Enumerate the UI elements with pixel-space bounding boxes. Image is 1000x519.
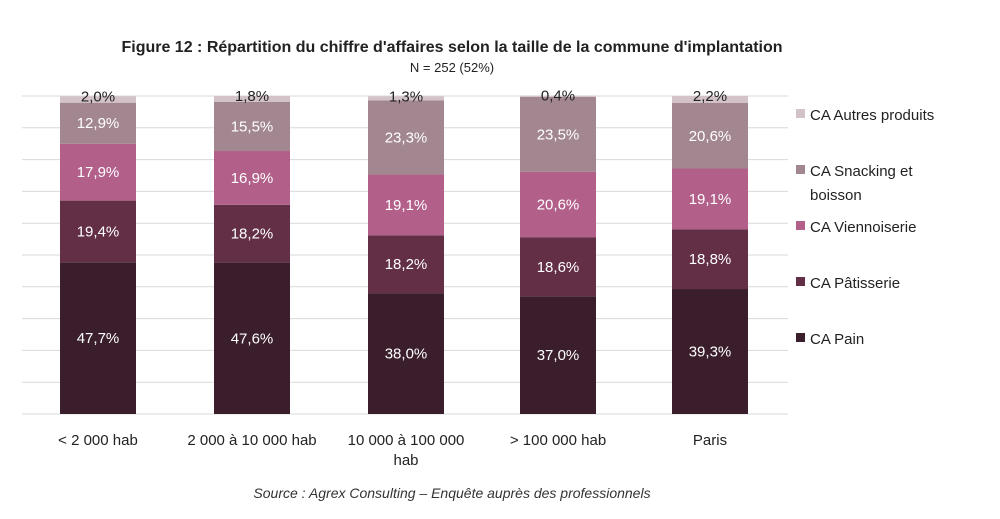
bar-segment: [672, 289, 748, 414]
data-label: 17,9%: [77, 164, 120, 181]
bar-segment: [60, 200, 136, 263]
bar-segment: [60, 143, 136, 201]
legend-swatch: [796, 221, 805, 230]
data-label: 18,2%: [231, 226, 274, 243]
data-label: 12,9%: [77, 115, 120, 132]
data-label: 1,8%: [235, 88, 269, 105]
bar-segment: [368, 96, 444, 101]
data-label: 18,2%: [385, 256, 428, 273]
bar-segment: [214, 262, 290, 414]
data-label: 16,9%: [231, 170, 274, 187]
data-label: 38,0%: [385, 346, 428, 363]
data-label: 2,2%: [693, 88, 727, 105]
data-label: 19,4%: [77, 223, 120, 240]
bar-segment: [214, 204, 290, 263]
bar-segment: [520, 96, 596, 172]
bar-segment: [520, 296, 596, 414]
category-label: 10 000 à 100 000: [348, 432, 465, 449]
data-label: 18,6%: [537, 259, 580, 276]
bar-segment: [520, 237, 596, 297]
legend-label: CA Snacking et: [810, 163, 913, 180]
bar-segment: [672, 229, 748, 290]
bar-segment: [60, 102, 136, 144]
data-label: 19,1%: [689, 191, 732, 208]
data-label: 19,1%: [385, 197, 428, 214]
bar-segment: [214, 101, 290, 152]
data-label: 18,8%: [689, 251, 732, 268]
legend-swatch: [796, 165, 805, 174]
category-label: Paris: [693, 432, 727, 449]
data-label: 15,5%: [231, 118, 274, 135]
category-labels: < 2 000 hab 2 000 à 10 000 hab 10 000 à 10…: [58, 432, 727, 469]
bar-segment: [60, 262, 136, 414]
legend-label: boisson: [810, 187, 862, 204]
legend-label: CA Pain: [810, 331, 864, 348]
bar-segment: [672, 168, 748, 230]
legend-label: CA Autres produits: [810, 107, 934, 124]
bar-segment: [60, 96, 136, 103]
data-label: 0,4%: [541, 88, 575, 105]
source-note: Source : Agrex Consulting – Enquête aupr…: [253, 485, 650, 501]
category-label: hab: [393, 452, 418, 469]
bar-segment: [672, 96, 748, 103]
bar-segment: [368, 235, 444, 294]
legend-swatch: [796, 333, 805, 342]
data-label: 47,7%: [77, 330, 120, 347]
legend-swatch: [796, 109, 805, 118]
data-label: 37,0%: [537, 347, 580, 364]
bar-segment: [214, 96, 290, 102]
data-label: 23,3%: [385, 129, 428, 146]
bar-segment: [520, 95, 596, 97]
data-label: 1,3%: [389, 88, 423, 105]
category-label: 2 000 à 10 000 hab: [187, 432, 316, 449]
chart-subtitle: N = 252 (52%): [410, 60, 494, 75]
bar-segment: [672, 102, 748, 169]
bar-segment: [214, 151, 290, 205]
legend-swatch: [796, 277, 805, 286]
legend-label: CA Pâtisserie: [810, 275, 900, 292]
bar-segment: [520, 171, 596, 238]
data-label: 39,3%: [689, 344, 732, 361]
data-label: 2,0%: [81, 88, 115, 105]
chart-title: Figure 12 : Répartition du chiffre d'aff…: [121, 39, 782, 56]
bar-segment: [368, 293, 444, 414]
bar-segment: [368, 100, 444, 175]
category-label: > 100 000 hab: [510, 432, 606, 449]
bar-segment: [368, 174, 444, 236]
data-label: 23,5%: [537, 126, 580, 143]
data-label: 20,6%: [689, 128, 732, 145]
bars: 47,7% 19,4% 17,9% 12,9% 2,0% 47,6% 18,2% 16,9% 1…: [60, 88, 748, 414]
legend-label: CA Viennoiserie: [810, 219, 916, 236]
legend: CA Autres produits CA Snacking et boisson C…: [796, 107, 934, 348]
data-label: 20,6%: [537, 196, 580, 213]
category-label: < 2 000 hab: [58, 432, 138, 449]
data-label: 47,6%: [231, 330, 274, 347]
